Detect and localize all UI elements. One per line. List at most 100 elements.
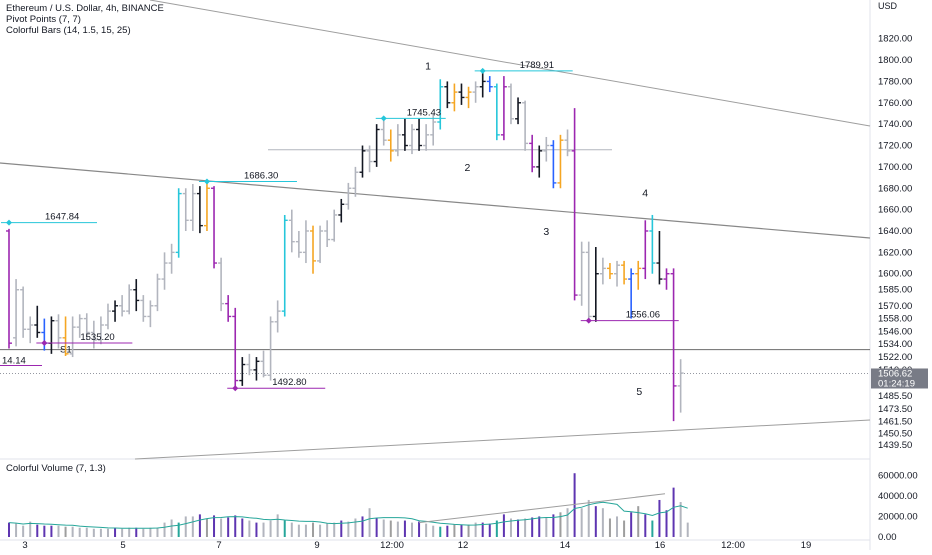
volume-bar[interactable] [573, 473, 576, 537]
ohlc-bar[interactable] [154, 273, 161, 312]
ohlc-bar[interactable] [211, 186, 218, 269]
pivot-marker[interactable]: 1535.20 [36, 332, 133, 346]
volume-bar[interactable] [418, 521, 421, 537]
volume-bar[interactable] [347, 521, 350, 537]
volume-bar[interactable] [495, 520, 498, 537]
ohlc-bar[interactable] [493, 83, 500, 141]
ohlc-bar[interactable] [423, 124, 430, 151]
ohlc-bar[interactable] [649, 214, 656, 274]
volume-bar[interactable] [85, 527, 88, 537]
volume-bar[interactable] [22, 525, 25, 537]
ohlc-bar[interactable] [62, 316, 69, 356]
ohlc-bar[interactable] [246, 353, 253, 376]
volume-bar[interactable] [467, 524, 470, 537]
volume-bar[interactable] [439, 526, 442, 537]
ohlc-bar[interactable] [550, 140, 557, 189]
ohlc-bar[interactable] [253, 357, 260, 381]
volume-bar[interactable] [177, 522, 180, 537]
volume-bar[interactable] [580, 508, 583, 537]
pivot-marker[interactable]: 1647.84 [1, 212, 97, 226]
pivot-marker[interactable]: 1745.43 [375, 107, 446, 122]
ohlc-bar[interactable] [352, 166, 359, 197]
ohlc-bar[interactable] [97, 316, 104, 345]
ohlc-bar[interactable] [175, 188, 182, 258]
pivot-marker[interactable]: 1556.06 [580, 310, 679, 324]
volume-bar[interactable] [651, 520, 654, 537]
volume-bar[interactable] [354, 518, 357, 537]
ohlc-bar[interactable] [6, 228, 12, 349]
ohlc-bar[interactable] [366, 145, 373, 173]
volume-bar[interactable] [312, 522, 315, 537]
volume-bar[interactable] [283, 520, 286, 537]
volume-bar[interactable] [509, 518, 512, 537]
ohlc-bar[interactable] [281, 214, 288, 317]
pivot-marker[interactable]: 1492.80 [227, 377, 326, 392]
ohlc-bar[interactable] [663, 268, 670, 290]
volume-bar[interactable] [460, 524, 463, 537]
ohlc-bar[interactable] [606, 263, 613, 280]
ohlc-bar[interactable] [515, 97, 522, 125]
ohlc-bar[interactable] [564, 129, 571, 157]
ohlc-bar[interactable] [239, 357, 246, 386]
ohlc-bar[interactable] [479, 70, 486, 98]
volume-bar[interactable] [531, 517, 534, 537]
volume-bar[interactable] [227, 517, 230, 537]
volume-trendline[interactable] [419, 493, 666, 524]
volume-bar[interactable] [198, 514, 201, 537]
ohlc-bar[interactable] [34, 305, 41, 338]
volume-bar[interactable] [276, 514, 279, 537]
ohlc-bar[interactable] [48, 316, 55, 354]
ohlc-bar[interactable] [295, 230, 302, 258]
ohlc-bar[interactable] [69, 316, 76, 358]
volume-bar[interactable] [361, 516, 364, 537]
volume-bar[interactable] [149, 527, 152, 537]
volume-bar[interactable] [234, 515, 237, 537]
ohlc-bar[interactable] [585, 241, 592, 322]
ohlc-bar[interactable] [104, 303, 111, 330]
ohlc-bar[interactable] [614, 260, 621, 287]
ohlc-bar[interactable] [83, 313, 90, 340]
volume-bar[interactable] [213, 515, 216, 537]
volume-bar[interactable] [78, 527, 81, 537]
volume-bar[interactable] [566, 508, 569, 537]
ohlc-bar[interactable] [27, 316, 34, 344]
ohlc-bar[interactable] [536, 145, 543, 178]
volume-bar[interactable] [665, 510, 668, 537]
ohlc-bar[interactable] [182, 188, 189, 231]
ohlc-bar[interactable] [90, 320, 97, 349]
volume-legend[interactable]: Colorful Volume (7, 1.3) [6, 463, 106, 474]
volume-bar[interactable] [8, 522, 10, 537]
ohlc-bar[interactable] [20, 286, 27, 338]
volume-bar[interactable] [57, 525, 60, 537]
volume-bar[interactable] [608, 518, 611, 537]
volume-bar[interactable] [184, 516, 187, 537]
volume-bar[interactable] [205, 518, 208, 537]
ohlc-bar[interactable] [543, 136, 550, 162]
volume-bar[interactable] [163, 522, 166, 537]
volume-bar[interactable] [672, 487, 675, 537]
volume-bar[interactable] [658, 499, 661, 537]
ohlc-bar[interactable] [161, 252, 168, 290]
volume-bar[interactable] [29, 521, 32, 537]
ohlc-bar[interactable] [458, 83, 465, 105]
volume-bar[interactable] [220, 518, 223, 537]
trendline-middle[interactable] [0, 162, 871, 239]
ohlc-bar[interactable] [218, 257, 225, 312]
ohlc-bar[interactable] [522, 100, 529, 151]
ohlc-bar[interactable] [345, 182, 352, 210]
ohlc-bar[interactable] [119, 295, 126, 317]
volume-bar[interactable] [644, 514, 647, 537]
ohlc-bar[interactable] [359, 145, 366, 178]
ohlc-bar[interactable] [500, 76, 507, 141]
ohlc-bar[interactable] [628, 268, 635, 319]
volume-bar[interactable] [15, 523, 18, 537]
ohlc-bar[interactable] [557, 134, 564, 189]
ohlc-bar[interactable] [126, 284, 133, 315]
ohlc-bar[interactable] [225, 295, 232, 322]
volume-bar[interactable] [594, 506, 597, 537]
volume-bar[interactable] [488, 523, 491, 537]
volume-bar[interactable] [128, 527, 131, 537]
volume-bar[interactable] [71, 526, 74, 537]
volume-bar[interactable] [601, 508, 604, 537]
